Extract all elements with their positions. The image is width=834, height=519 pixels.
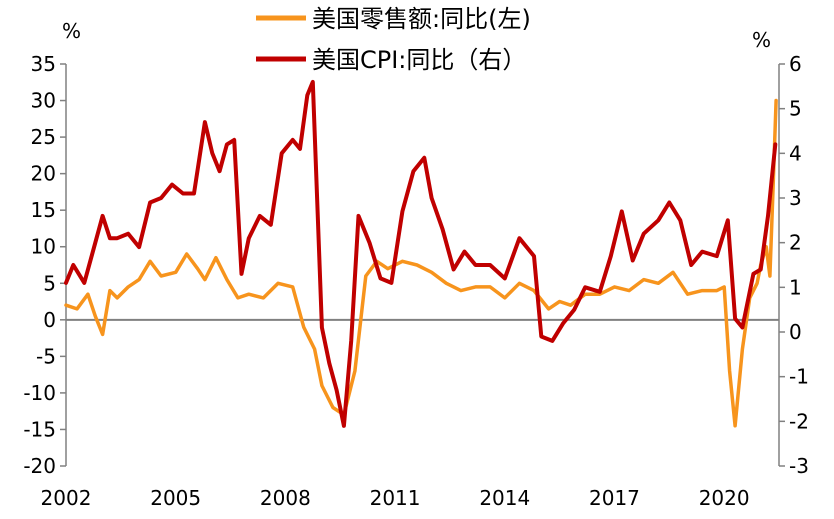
left-tick-label: 20 bbox=[31, 162, 56, 186]
left-tick-label: -15 bbox=[23, 417, 56, 441]
x-tick-label: 2020 bbox=[699, 486, 750, 510]
left-tick-label: -5 bbox=[36, 344, 56, 368]
legend-label-retail: 美国零售额:同比(左) bbox=[312, 5, 531, 33]
right-tick-label: 2 bbox=[789, 231, 802, 255]
left-tick-label: 15 bbox=[31, 198, 56, 222]
axes: -20-15-10-505101520253035-3-2-1012345620… bbox=[23, 52, 809, 510]
right-tick-label: 4 bbox=[789, 141, 802, 165]
x-tick-label: 2011 bbox=[370, 486, 421, 510]
left-axis-unit: % bbox=[62, 19, 81, 43]
x-tick-label: 2005 bbox=[150, 486, 201, 510]
left-tick-label: -20 bbox=[23, 454, 56, 478]
left-tick-label: -10 bbox=[23, 381, 56, 405]
left-tick-label: 30 bbox=[31, 89, 56, 113]
legend: 美国零售额:同比(左) 美国CPI:同比（右） bbox=[256, 5, 531, 74]
x-tick-label: 2014 bbox=[479, 486, 530, 510]
left-tick-label: 25 bbox=[31, 125, 56, 149]
left-tick-label: 10 bbox=[31, 235, 56, 259]
x-tick-label: 2008 bbox=[260, 486, 311, 510]
legend-label-cpi: 美国CPI:同比（右） bbox=[312, 46, 526, 74]
right-tick-label: 1 bbox=[789, 275, 802, 299]
right-tick-label: -1 bbox=[789, 365, 809, 389]
x-tick-label: 2002 bbox=[41, 486, 92, 510]
right-axis-unit: % bbox=[752, 28, 771, 52]
left-tick-label: 5 bbox=[43, 271, 56, 295]
right-tick-label: 6 bbox=[789, 52, 802, 76]
right-tick-label: -3 bbox=[789, 454, 809, 478]
right-tick-label: 3 bbox=[789, 186, 802, 210]
left-tick-label: 0 bbox=[43, 308, 56, 332]
right-tick-label: 0 bbox=[789, 320, 802, 344]
x-tick-label: 2017 bbox=[589, 486, 640, 510]
series-line-retail bbox=[64, 98, 778, 428]
right-tick-label: -2 bbox=[789, 409, 809, 433]
series-line-cpi bbox=[64, 79, 778, 428]
right-tick-label: 5 bbox=[789, 97, 802, 121]
series-layer bbox=[64, 79, 778, 428]
left-tick-label: 35 bbox=[31, 52, 56, 76]
